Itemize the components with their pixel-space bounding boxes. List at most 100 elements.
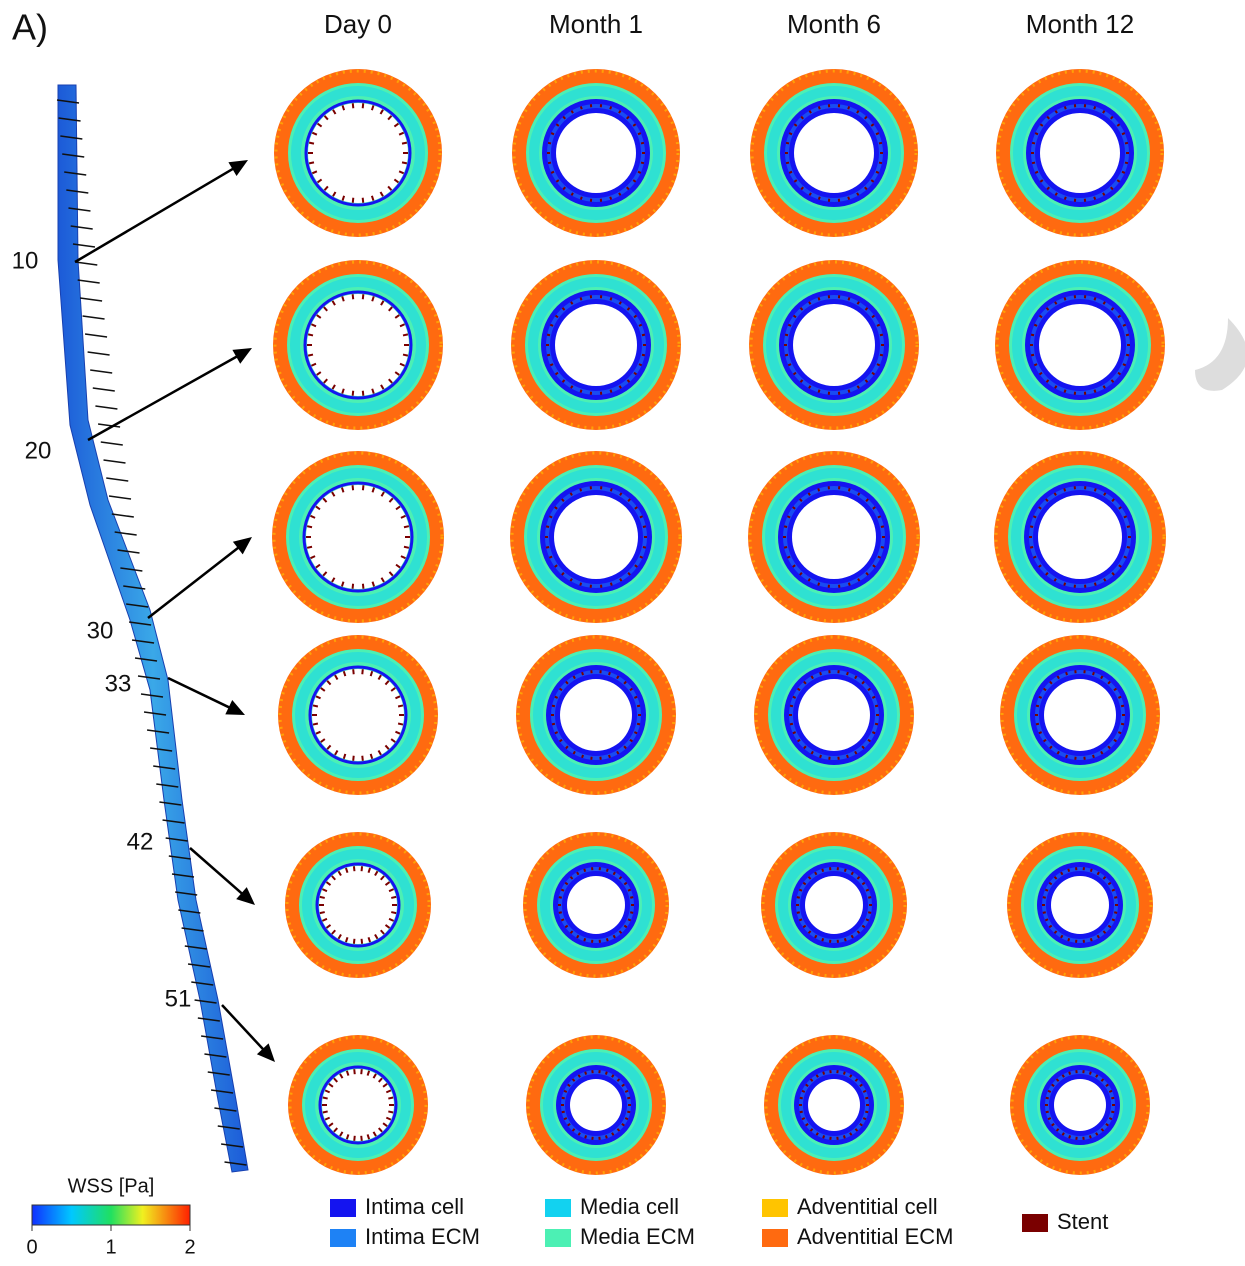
stent-strut <box>1055 579 1057 582</box>
stent-strut <box>624 883 626 885</box>
stent-strut <box>1114 912 1117 913</box>
stent-strut <box>1046 1098 1049 1099</box>
legend-label: Media ECM <box>580 1224 695 1249</box>
stent-strut <box>585 1072 586 1075</box>
colorbar <box>32 1205 190 1225</box>
stent-strut <box>611 488 612 491</box>
stent-strut <box>1058 676 1060 679</box>
stent-strut <box>1045 919 1048 920</box>
stent-strut <box>875 706 878 707</box>
stent-strut <box>556 373 558 375</box>
stent-strut <box>1069 1072 1070 1075</box>
stent-strut <box>860 1124 862 1126</box>
stent-strut <box>403 355 408 356</box>
stent-strut <box>579 1133 581 1136</box>
stent-strut <box>847 755 848 758</box>
legend-swatch <box>545 1199 571 1217</box>
stent-strut <box>625 1091 628 1092</box>
stent-strut <box>1123 325 1126 326</box>
vessel-ring <box>93 388 115 391</box>
lumen <box>306 485 410 589</box>
stent-strut <box>1125 143 1128 144</box>
stent-strut <box>404 526 409 527</box>
stent-strut <box>1049 883 1051 885</box>
stent-strut <box>640 557 643 558</box>
stent-strut <box>634 373 636 375</box>
stent-strut <box>609 672 610 675</box>
stent-strut <box>363 294 364 299</box>
stent-strut <box>634 316 636 318</box>
stent-strut <box>797 897 800 898</box>
stent-strut <box>1052 1084 1054 1086</box>
stent-strut <box>1114 897 1117 898</box>
stent-strut <box>1043 912 1046 913</box>
stent-strut <box>872 316 874 318</box>
stent-strut <box>872 732 875 733</box>
stent-strut <box>865 1098 868 1099</box>
stent-strut <box>363 103 364 108</box>
stent-strut <box>572 193 574 196</box>
stent-strut <box>798 740 800 742</box>
stent-strut <box>620 302 622 305</box>
stent-strut <box>1040 180 1042 182</box>
stent-strut <box>607 938 608 941</box>
section-label: 42 <box>127 828 154 855</box>
legend-swatch <box>330 1199 356 1217</box>
stent-strut <box>880 335 883 336</box>
stent-strut <box>800 1098 803 1099</box>
stent-strut <box>638 172 641 173</box>
lumen <box>808 1079 860 1131</box>
stent-strut <box>641 143 644 144</box>
arrow-head <box>232 348 252 364</box>
stent-strut <box>868 897 871 898</box>
stent-strut <box>1098 935 1100 938</box>
stent-strut <box>568 1124 570 1126</box>
stent-strut <box>638 133 641 134</box>
stent-strut <box>320 897 325 898</box>
stent-strut <box>556 180 558 182</box>
stent-strut <box>802 1091 805 1092</box>
stent-strut <box>793 732 796 733</box>
stent-strut <box>1090 1135 1091 1138</box>
lumen <box>1054 1079 1106 1131</box>
stent-strut <box>812 676 814 679</box>
stent-strut <box>1114 689 1116 691</box>
stent-strut <box>1034 325 1037 326</box>
stent-strut <box>872 697 875 698</box>
vessel-ring <box>85 334 107 337</box>
stent-strut <box>1094 197 1095 200</box>
stent-strut <box>1043 897 1046 898</box>
arrow <box>148 546 241 618</box>
stent-strut <box>849 583 850 586</box>
stent-strut <box>1109 1118 1112 1119</box>
stent-strut <box>639 364 642 365</box>
stent-strut <box>845 869 846 872</box>
stent-strut <box>1066 755 1067 758</box>
stent-strut <box>622 1124 624 1126</box>
stent-strut <box>1095 297 1096 300</box>
vessel-ring <box>78 280 100 283</box>
stent-strut <box>793 697 796 698</box>
legend-swatch <box>545 1229 571 1247</box>
stent-strut <box>564 1118 567 1119</box>
colorbar-tick-label: 1 <box>105 1236 116 1258</box>
stent-strut <box>873 507 875 509</box>
stent-strut <box>844 1135 845 1138</box>
legend-label: Media cell <box>580 1194 679 1219</box>
stent-strut <box>787 516 790 517</box>
stent-strut <box>1104 579 1106 582</box>
stent-strut <box>579 1075 581 1078</box>
stent-strut <box>1090 1072 1091 1075</box>
stent-strut <box>1048 1091 1051 1092</box>
stent-strut <box>402 143 407 144</box>
stent-strut <box>549 557 552 558</box>
lumen <box>1051 876 1109 934</box>
stent-strut <box>1127 526 1130 527</box>
stent-strut <box>858 579 860 582</box>
stent-strut <box>787 557 790 558</box>
stent-strut <box>353 391 354 396</box>
stent-strut <box>606 1072 607 1075</box>
stent-strut <box>635 565 637 567</box>
lumen <box>307 294 409 396</box>
stent-strut <box>614 935 616 938</box>
